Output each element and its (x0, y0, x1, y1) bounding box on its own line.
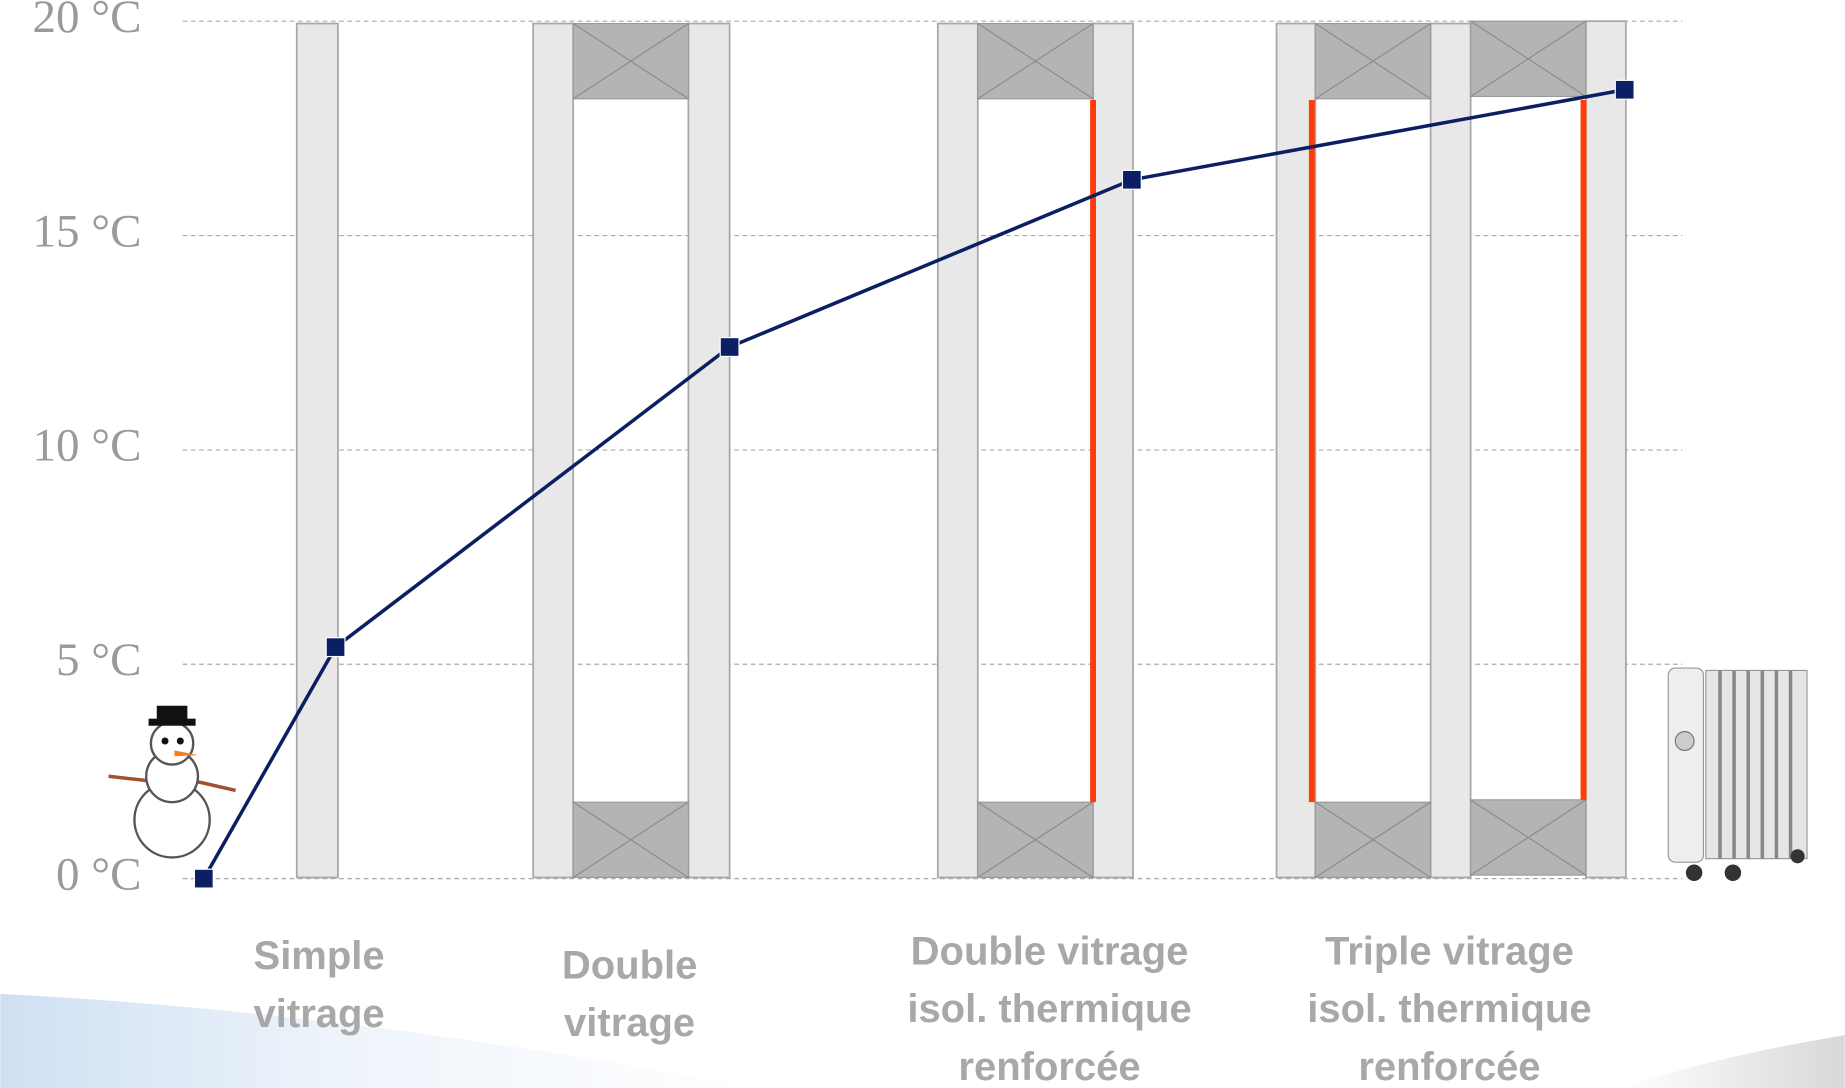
y-tick-label: 10 °C (33, 420, 142, 472)
glazing-label: renforcée (958, 1045, 1140, 1088)
y-tick-label: 0 °C (56, 848, 141, 900)
glazing-label: isol. thermique (907, 987, 1191, 1031)
y-tick-label: 20 °C (33, 0, 142, 43)
glass-pane (938, 24, 978, 878)
page: 0 °C 5 °C 10 °C 15 °C 20 °C Simple vitrage Doub… (0, 0, 1845, 1088)
glazing-label: renforcée (1358, 1045, 1540, 1088)
glazing-label: vitrage (564, 1001, 695, 1045)
background-swoosh (1624, 1035, 1845, 1088)
glass-pane (533, 24, 573, 878)
glazing-label: Triple vitrage (1325, 929, 1574, 973)
glazing-label: isol. thermique (1307, 987, 1591, 1031)
data-point (720, 338, 739, 357)
chart: 0 °C 5 °C 10 °C 15 °C 20 °C Simple vitrage Doub… (0, 0, 1845, 1088)
glazing-label: Double vitrage (911, 929, 1189, 973)
data-point (1122, 170, 1141, 189)
data-point (1615, 80, 1634, 99)
glass-pane (1431, 24, 1471, 878)
y-tick-label: 5 °C (56, 634, 141, 686)
snowman (109, 706, 236, 858)
y-tick-label: 15 °C (33, 205, 142, 257)
glass-pane (1586, 21, 1626, 877)
glass-pane (1093, 24, 1133, 878)
glass-pane (688, 24, 729, 878)
glass-pane (297, 24, 338, 878)
temperature-line (204, 90, 1625, 879)
data-point (194, 869, 213, 888)
data-point (326, 638, 345, 657)
radiator (1668, 668, 1807, 881)
glazing-label: Double (562, 944, 698, 988)
glazing-label: Simple (254, 934, 385, 978)
glazing-label: vitrage (254, 992, 385, 1036)
